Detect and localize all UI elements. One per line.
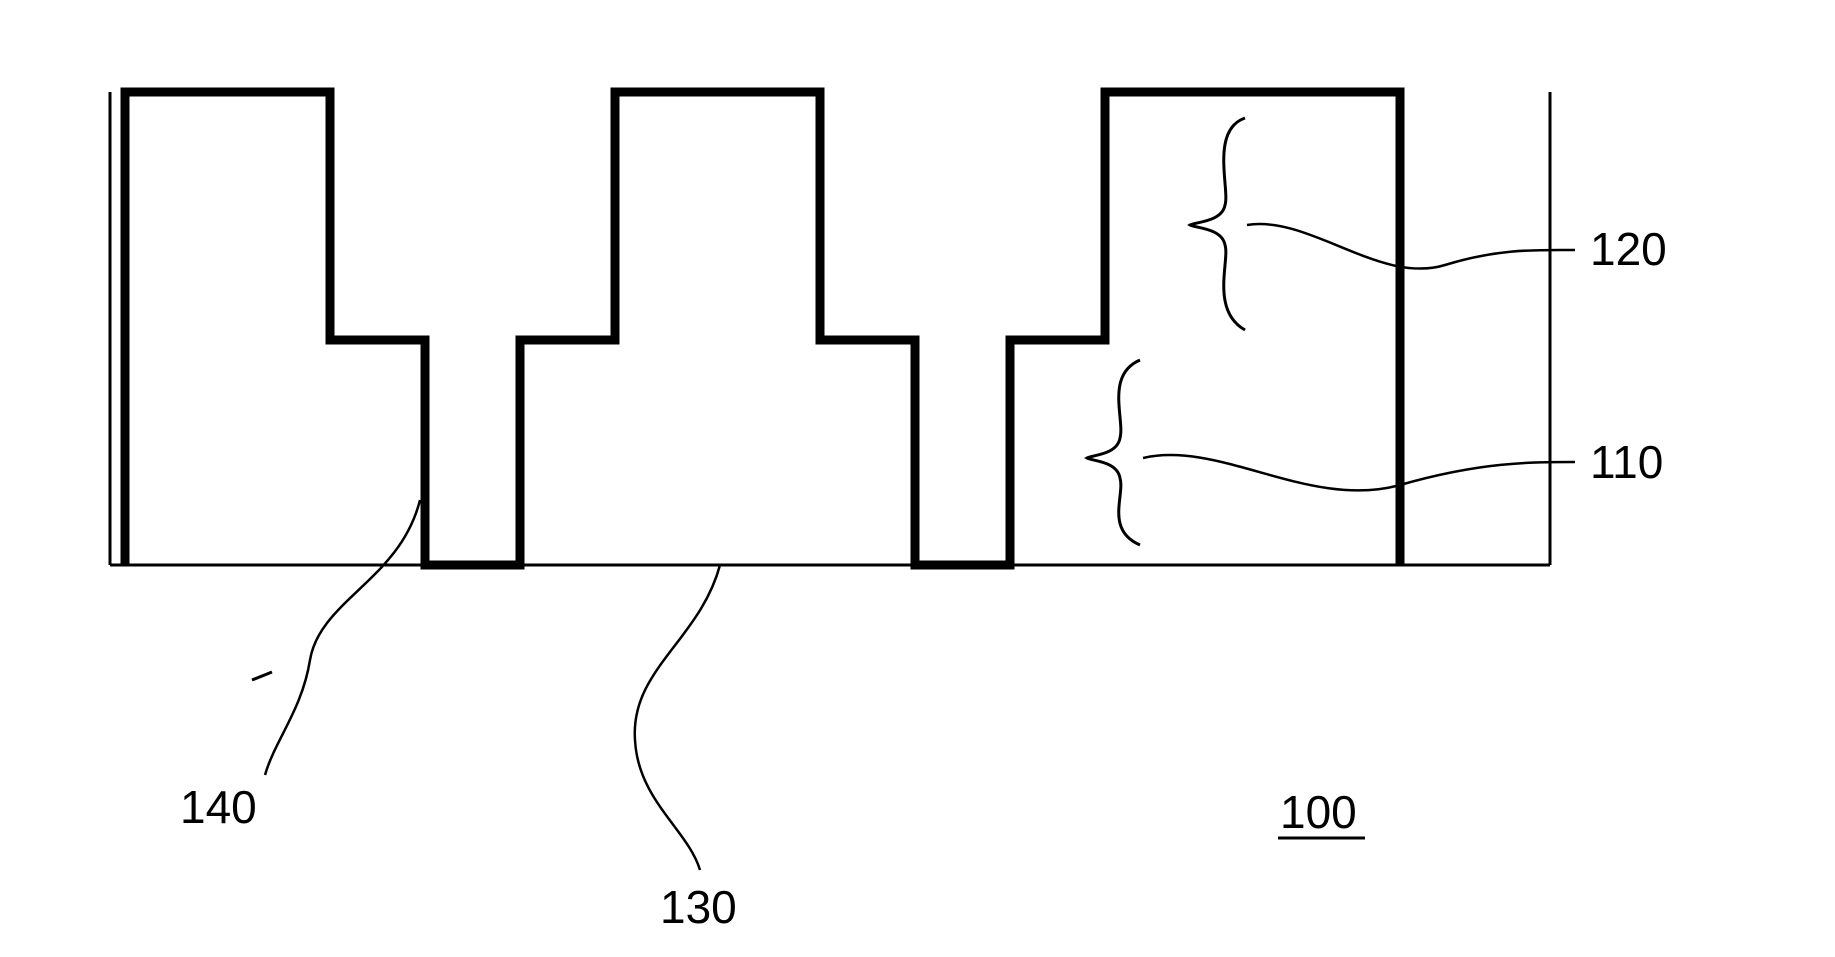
structure-outline <box>125 92 1400 565</box>
label-100: 100 <box>1280 785 1357 839</box>
label-120: 120 <box>1590 222 1667 276</box>
label-110: 110 <box>1590 435 1663 489</box>
label-130: 130 <box>660 880 737 934</box>
leader-140 <box>265 500 420 775</box>
stray-mark <box>252 672 272 680</box>
leader-110 <box>1143 455 1575 490</box>
brace-lower <box>1087 360 1140 545</box>
diagram-canvas <box>0 0 1835 957</box>
leader-120 <box>1247 224 1575 269</box>
label-140: 140 <box>180 780 257 834</box>
leader-130 <box>635 565 720 870</box>
brace-upper <box>1190 118 1245 330</box>
